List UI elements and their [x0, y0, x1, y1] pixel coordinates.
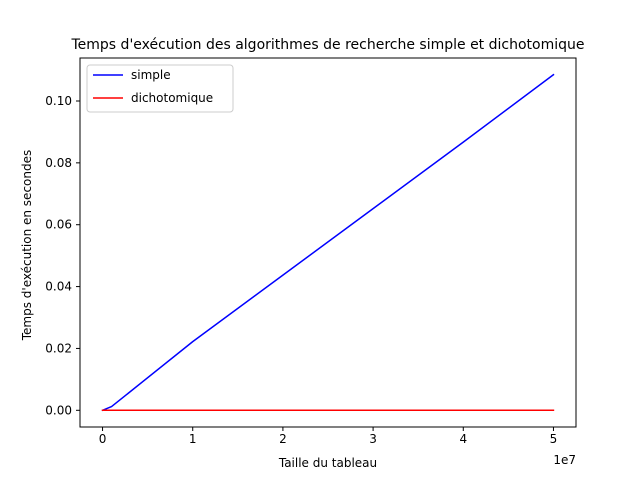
legend-label: dichotomique [131, 91, 213, 105]
y-tick-label: 0.08 [45, 156, 72, 170]
y-tick-label: 0.00 [45, 403, 72, 417]
legend-box [86, 64, 234, 113]
chart-title: Temps d'exécution des algorithmes de rec… [71, 37, 585, 53]
x-tick-label: 2 [279, 432, 287, 446]
series-lines [101, 73, 555, 412]
x-tick-label: 5 [550, 432, 558, 446]
x-tick-label: 1 [189, 432, 197, 446]
x-tick-label: 4 [459, 432, 467, 446]
axis-ticks: 0 1 2 3 4 5 0.00 0.02 0.04 0.06 0.08 0.10 [45, 94, 557, 446]
series-line-simple [101, 73, 555, 412]
x-tick-label: 0 [99, 432, 107, 446]
x-axis-label: Taille du tableau [278, 456, 377, 470]
x-axis-offset-text: 1e7 [553, 453, 576, 467]
plot-frame [79, 57, 577, 428]
y-tick-label: 0.04 [45, 280, 72, 294]
y-tick-label: 0.06 [45, 218, 72, 232]
legend: simple dichotomique [86, 64, 234, 113]
y-tick-label: 0.02 [45, 341, 72, 355]
legend-label: simple [131, 68, 171, 82]
y-tick-label: 0.10 [45, 94, 72, 108]
y-axis-label: Temps d'exécution en secondes [20, 150, 34, 342]
x-tick-label: 3 [369, 432, 377, 446]
